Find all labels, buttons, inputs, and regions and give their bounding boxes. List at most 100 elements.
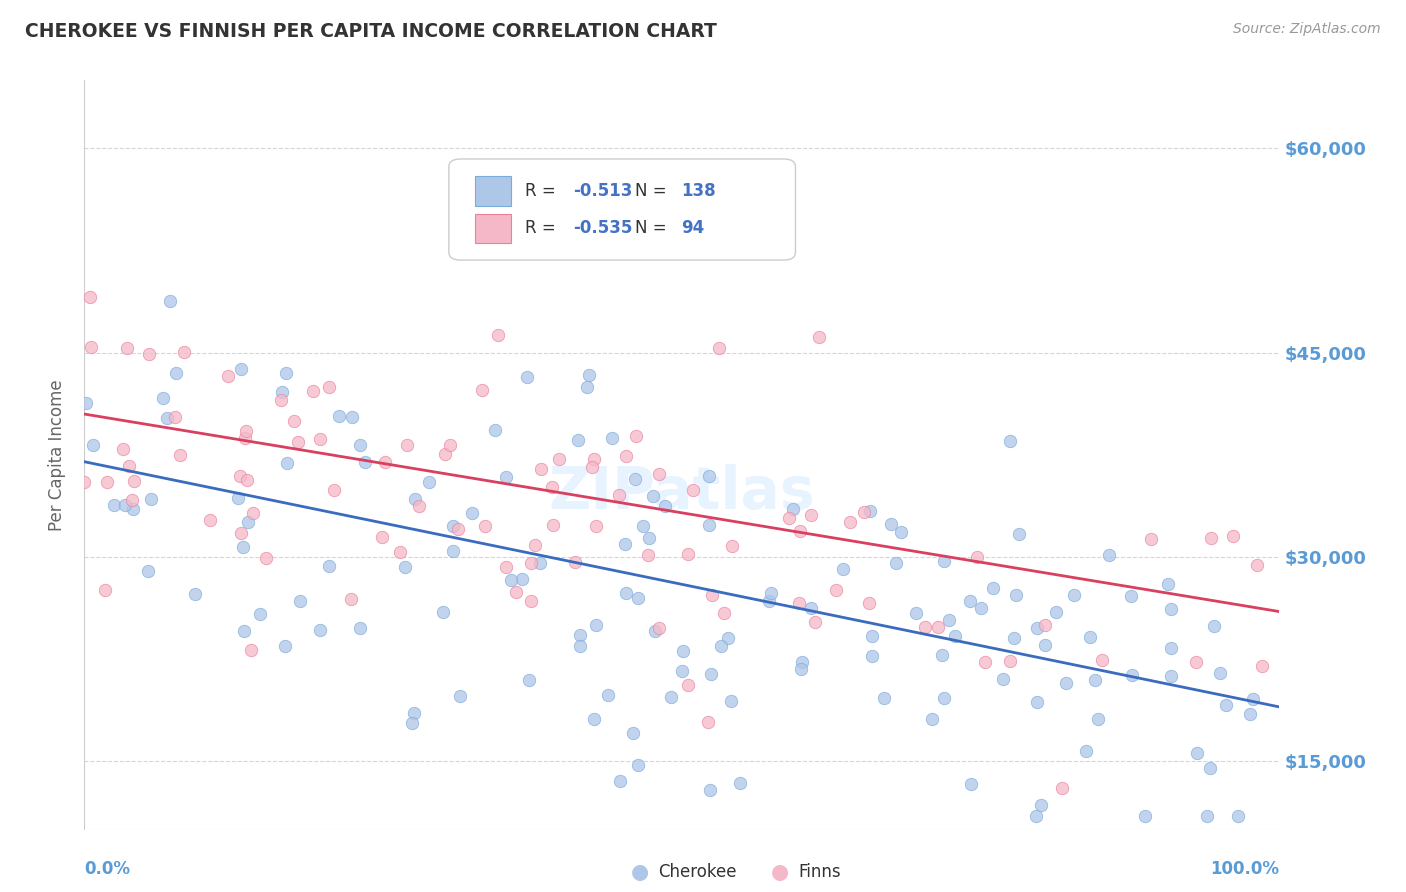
Point (758, 593, 780, 607)
Point (582, 712, 605, 726)
Point (880, 516, 903, 531)
Point (138, 346, 160, 360)
Text: Source: ZipAtlas.com: Source: ZipAtlas.com (1233, 22, 1381, 37)
Point (921, 712, 943, 726)
Text: N =: N = (636, 182, 672, 200)
Point (276, 366, 298, 380)
Point (165, 409, 187, 424)
Point (495, 470, 517, 484)
Point (720, 539, 742, 553)
Point (1002, 631, 1025, 645)
Point (1160, 668, 1182, 682)
Point (1250, 659, 1272, 673)
Point (583, 451, 606, 466)
Point (1025, 621, 1047, 635)
Point (578, 368, 600, 383)
Point (720, 694, 742, 708)
Point (790, 662, 813, 676)
Point (474, 518, 496, 533)
Point (274, 639, 297, 653)
Point (761, 586, 783, 600)
Point (707, 341, 730, 355)
Point (614, 585, 637, 599)
Point (520, 556, 543, 570)
Point (1045, 606, 1067, 620)
Point (159, 293, 181, 308)
Point (991, 672, 1014, 686)
Point (236, 515, 259, 529)
Point (1241, 692, 1264, 706)
Point (699, 782, 721, 797)
Point (443, 544, 465, 558)
Point (122, 501, 145, 516)
Point (697, 517, 720, 532)
Point (354, 455, 377, 469)
Point (782, 501, 804, 516)
Point (394, 560, 416, 574)
Point (229, 468, 252, 483)
Point (114, 499, 136, 513)
Point (728, 776, 751, 790)
Point (501, 573, 523, 587)
Text: ●: ● (631, 863, 648, 882)
Point (697, 469, 720, 483)
Point (79, 340, 101, 354)
Point (807, 329, 830, 343)
Point (932, 691, 955, 706)
Point (607, 488, 630, 502)
Point (614, 449, 637, 463)
Point (1195, 809, 1218, 823)
Point (575, 380, 598, 394)
Point (232, 541, 254, 555)
Point (626, 429, 648, 443)
Y-axis label: Per Capita Income: Per Capita Income (48, 379, 66, 531)
Point (804, 615, 827, 629)
FancyBboxPatch shape (475, 176, 510, 205)
Point (276, 456, 298, 470)
Point (839, 515, 862, 529)
Point (787, 596, 810, 610)
Point (609, 774, 631, 789)
Point (229, 525, 252, 540)
Point (931, 648, 953, 663)
FancyBboxPatch shape (475, 213, 510, 244)
Point (322, 483, 344, 497)
Point (229, 362, 252, 376)
Point (118, 458, 141, 473)
Point (644, 624, 666, 639)
Point (115, 341, 138, 355)
Point (1226, 809, 1249, 823)
Point (671, 664, 693, 678)
Point (301, 384, 323, 399)
Point (581, 459, 603, 474)
Point (800, 508, 823, 523)
Point (778, 511, 800, 525)
Point (283, 414, 305, 428)
Point (974, 655, 997, 669)
Point (548, 452, 571, 467)
Point (641, 489, 664, 503)
Point (672, 644, 695, 658)
Point (966, 549, 988, 564)
Point (510, 573, 533, 587)
Point (232, 624, 254, 638)
Point (371, 530, 394, 544)
Point (1029, 798, 1052, 813)
Point (613, 536, 636, 550)
Text: 94: 94 (681, 219, 704, 237)
Point (914, 620, 936, 634)
Point (520, 593, 543, 607)
Point (1160, 640, 1182, 655)
Point (943, 629, 966, 643)
Point (831, 561, 853, 575)
Point (676, 547, 699, 561)
Point (349, 438, 371, 452)
Point (960, 776, 983, 790)
Point (82, 438, 104, 452)
Point (288, 594, 311, 608)
Point (271, 384, 294, 399)
Point (111, 442, 134, 456)
Point (710, 639, 733, 653)
Point (1087, 712, 1109, 726)
Text: 100.0%: 100.0% (1211, 860, 1279, 878)
